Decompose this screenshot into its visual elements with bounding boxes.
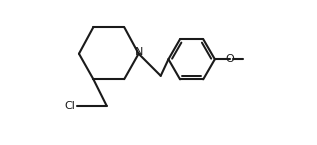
Text: O: O — [225, 54, 234, 64]
Text: Cl: Cl — [65, 101, 76, 111]
Text: N: N — [135, 47, 144, 57]
